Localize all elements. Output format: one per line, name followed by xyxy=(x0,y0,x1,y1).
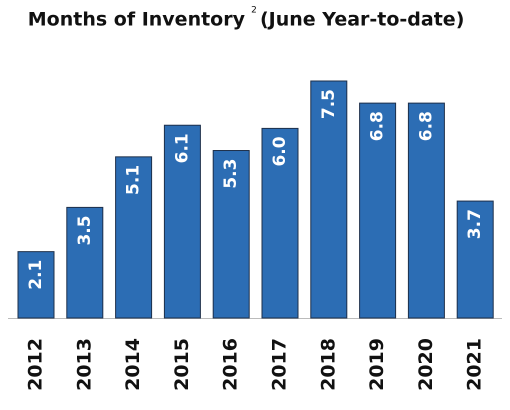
x-tick-label: 2019 xyxy=(366,338,388,391)
value-label: 3.5 xyxy=(75,215,95,245)
x-tick-label: 2012 xyxy=(25,338,47,391)
value-label: 7.5 xyxy=(319,89,339,119)
x-tick-label: 2014 xyxy=(122,338,144,391)
x-tick-label: 2015 xyxy=(171,338,193,391)
value-label: 6.0 xyxy=(270,136,290,166)
bar xyxy=(359,102,397,319)
chart-subtitle: (June Year-to-date) xyxy=(260,9,464,31)
bar xyxy=(115,156,153,319)
value-label: 2.1 xyxy=(26,260,46,290)
bar xyxy=(261,127,299,319)
bar xyxy=(407,102,445,319)
bar xyxy=(456,200,494,319)
bar xyxy=(163,124,201,319)
x-tick-label: 2017 xyxy=(269,338,291,391)
x-tick-label: 2020 xyxy=(415,338,437,391)
bar xyxy=(17,251,55,319)
footnote-mark: 2 xyxy=(251,6,257,16)
bar xyxy=(310,80,348,319)
x-tick-label: 2016 xyxy=(220,338,242,391)
value-label: 6.1 xyxy=(172,133,192,163)
chart-title: Months of Inventory xyxy=(28,9,246,31)
value-label: 5.1 xyxy=(124,165,144,195)
value-label: 6.8 xyxy=(368,111,388,141)
bar xyxy=(212,150,250,319)
x-tick-label: 2013 xyxy=(73,338,95,391)
value-label: 3.7 xyxy=(465,209,485,239)
x-tick-label: 2018 xyxy=(317,338,339,391)
bar xyxy=(66,206,104,319)
value-label: 5.3 xyxy=(221,159,241,189)
x-tick-label: 2021 xyxy=(464,338,486,391)
value-label: 6.8 xyxy=(416,111,436,141)
